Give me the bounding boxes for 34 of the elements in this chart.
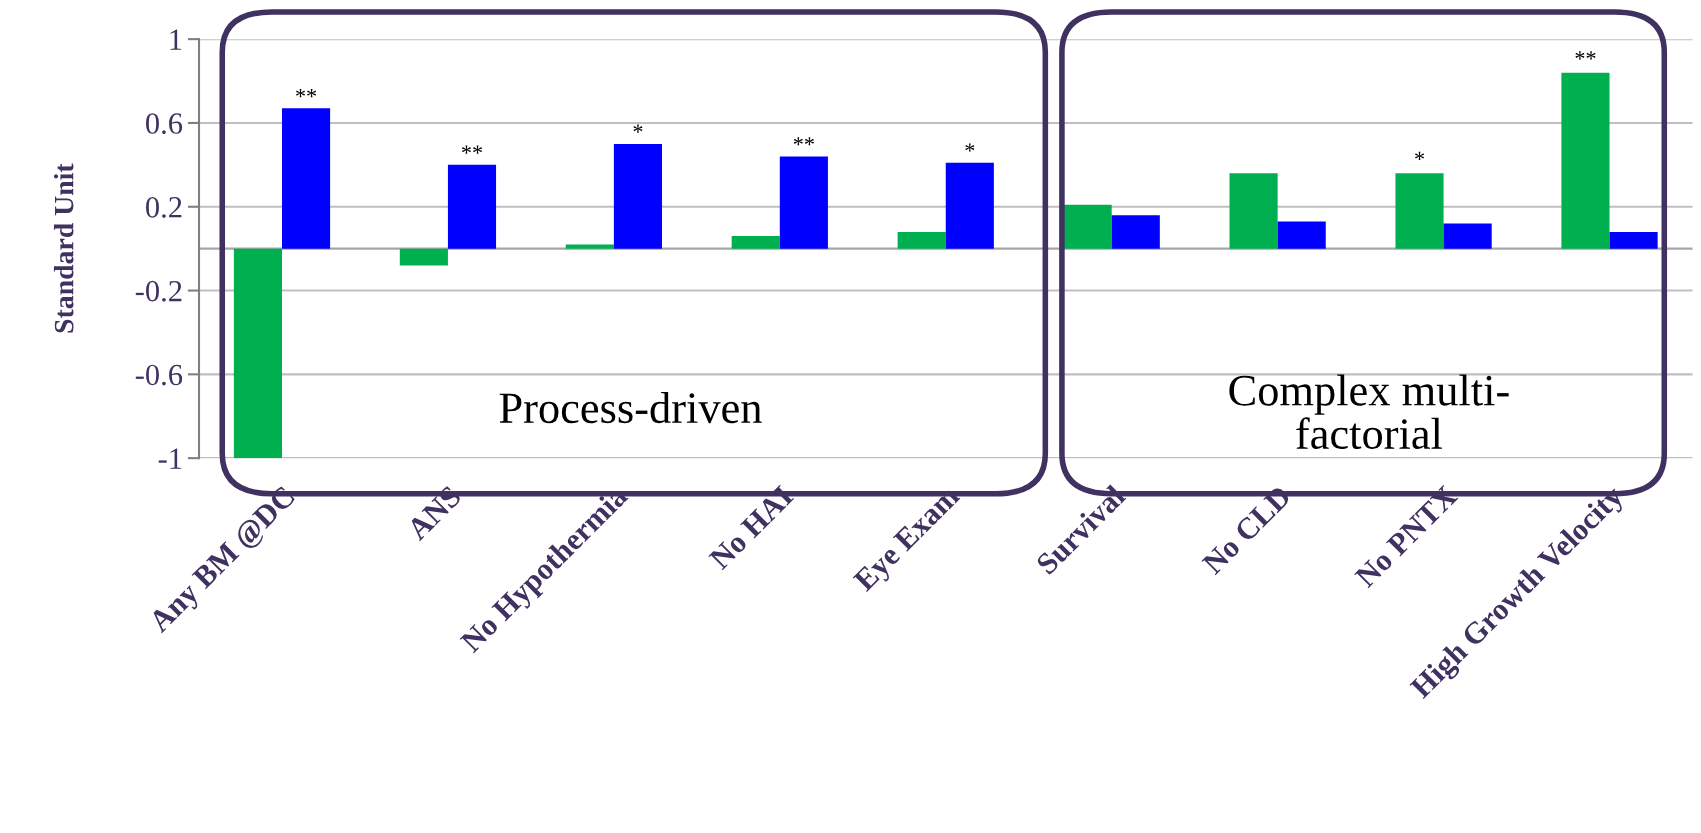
bar: [1277, 221, 1326, 249]
bar: [945, 162, 994, 249]
annotation: *: [633, 124, 643, 133]
annotation: **: [296, 89, 317, 98]
bar: [779, 156, 828, 249]
y-tick-label: -0.6: [135, 364, 183, 386]
bar: [399, 248, 448, 266]
annotation: **: [461, 145, 483, 154]
bar: [1443, 223, 1492, 249]
annotation: *: [965, 143, 975, 152]
annotation: *: [1415, 151, 1425, 160]
bar: [565, 244, 614, 249]
bar: [613, 143, 662, 249]
bar: [897, 231, 946, 249]
annotation: **: [1575, 51, 1596, 60]
y-tick-label: 1: [170, 29, 182, 50]
bar: [1063, 204, 1112, 249]
annotation: Complex multi- factorial: [1229, 374, 1509, 450]
bar: [1609, 231, 1658, 249]
y-axis-title: Standard Unit: [53, 163, 74, 333]
bar: [731, 236, 780, 249]
annotation: **: [793, 137, 814, 146]
y-tick-label: 0.2: [146, 197, 182, 218]
bar: [1395, 173, 1444, 249]
bar: [233, 248, 282, 459]
annotation: Process-driven: [499, 391, 762, 424]
bar: [1111, 215, 1160, 249]
bar: [1229, 173, 1278, 249]
bar: [447, 164, 497, 249]
bar: [1561, 72, 1610, 249]
bar: [281, 108, 331, 249]
y-tick-label: -1: [158, 448, 182, 469]
y-tick-label: 0.6: [146, 113, 183, 134]
y-tick-label: -0.2: [135, 280, 182, 302]
